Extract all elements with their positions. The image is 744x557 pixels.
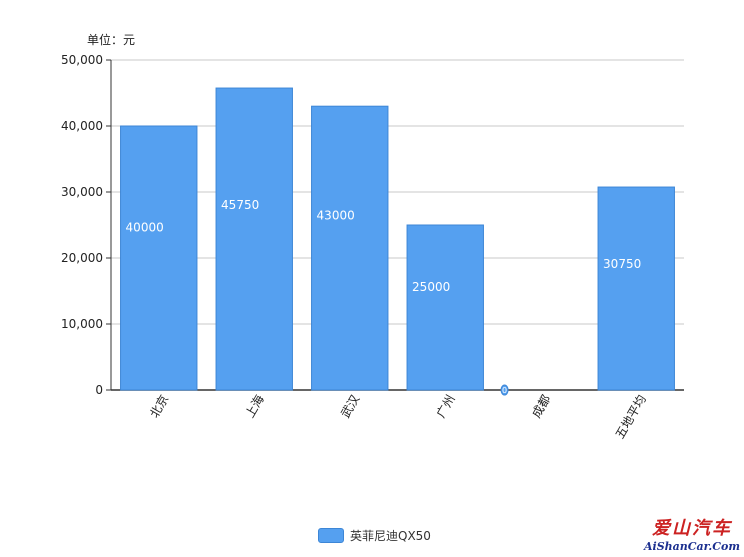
bar-data-label: 0 xyxy=(502,386,507,395)
watermark-en: AiShanCar.Com xyxy=(643,540,740,553)
x-tick-label: 五地平均 xyxy=(613,393,649,442)
x-tick-label: 武汉 xyxy=(338,393,362,421)
bar-data-label: 25000 xyxy=(412,280,450,294)
bar xyxy=(597,186,675,391)
bar-data-label: 30750 xyxy=(603,257,641,271)
watermark-logo: 爱山汽车 AiShanCar.Com xyxy=(644,514,740,553)
y-tick-label: 10,000 xyxy=(61,317,103,331)
legend-label: 英菲尼迪QX50 xyxy=(350,529,431,543)
zero-value-marker xyxy=(500,384,509,396)
bar xyxy=(311,105,389,391)
legend[interactable]: 英菲尼迪QX50 xyxy=(318,527,431,544)
x-tick-label: 成都 xyxy=(529,393,553,421)
x-tick-label: 广州 xyxy=(434,393,458,421)
watermark-cn: 爱山汽车 xyxy=(651,518,732,539)
bar xyxy=(406,224,484,391)
y-tick-label: 0 xyxy=(95,383,103,397)
y-tick-label: 30,000 xyxy=(61,185,103,199)
legend-swatch xyxy=(318,528,344,543)
y-tick-label: 40,000 xyxy=(61,119,103,133)
bar xyxy=(120,125,198,391)
unit-label: 单位：元 xyxy=(87,33,136,47)
bar-data-label: 43000 xyxy=(317,209,355,223)
bar-data-label: 40000 xyxy=(126,221,164,235)
bar xyxy=(215,87,293,391)
x-tick-label: 北京 xyxy=(147,393,171,421)
bar-data-label: 45750 xyxy=(221,198,259,212)
x-tick-label: 上海 xyxy=(242,392,267,420)
y-tick-label: 20,000 xyxy=(61,251,103,265)
y-tick-label: 50,000 xyxy=(61,53,103,67)
